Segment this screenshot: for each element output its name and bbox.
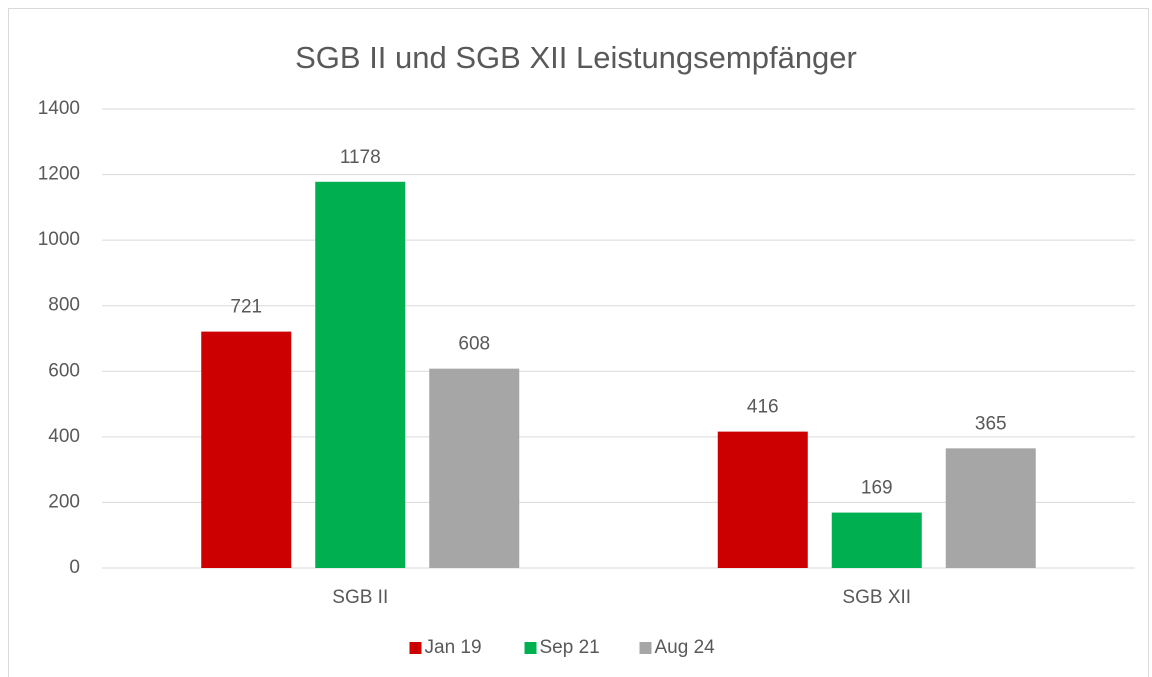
data-label: 608 (458, 334, 490, 355)
legend-label: Sep 21 (540, 637, 600, 658)
y-tick-label: 1400 (38, 98, 80, 119)
y-tick-label: 800 (48, 295, 80, 316)
y-tick-label: 600 (48, 360, 80, 381)
data-label: 1178 (340, 147, 381, 168)
y-tick-label: 400 (48, 426, 80, 447)
legend-label: Jan 19 (425, 637, 482, 658)
bar (429, 368, 520, 568)
y-tick-label: 0 (69, 557, 80, 578)
data-label: 365 (975, 413, 1007, 434)
x-tick-label: SGB XII (842, 587, 911, 608)
y-tick-label: 1200 (38, 164, 80, 185)
bar (201, 331, 292, 568)
legend-label: Aug 24 (655, 637, 716, 658)
bar (717, 431, 808, 568)
data-label: 416 (747, 397, 779, 418)
x-tick-label: SGB II (332, 587, 388, 608)
bar (315, 181, 406, 568)
bar (831, 512, 922, 568)
legend-swatch (409, 642, 422, 654)
chart-title: SGB II und SGB XII Leistungsempfänger (295, 40, 857, 75)
legend-swatch (524, 642, 537, 654)
data-label: 721 (230, 297, 262, 318)
y-tick-label: 200 (48, 491, 80, 512)
data-label: 169 (861, 478, 893, 499)
legend-swatch (639, 642, 652, 654)
y-tick-label: 1000 (38, 229, 80, 250)
bar (945, 448, 1036, 568)
